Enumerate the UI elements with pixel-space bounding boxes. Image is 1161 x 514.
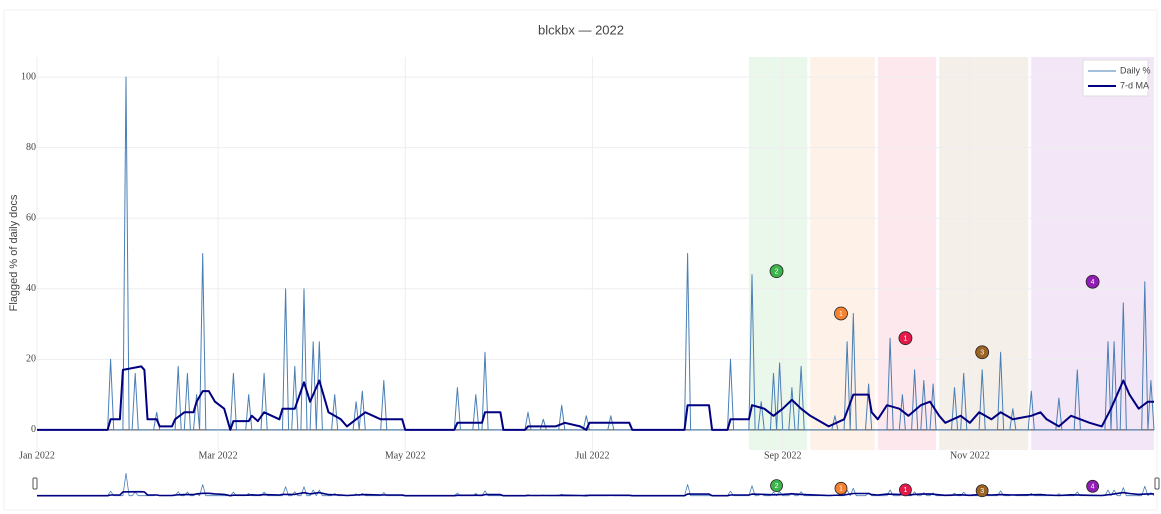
x-tick-label: May 2022 xyxy=(385,450,426,461)
x-tick-label: Sep 2022 xyxy=(764,450,802,461)
y-tick-label: 100 xyxy=(21,71,36,82)
marker-label: 2 xyxy=(775,483,779,490)
highlight-region xyxy=(939,57,1029,450)
marker-label: 1 xyxy=(839,311,843,318)
marker-label: 2 xyxy=(775,268,779,275)
marker xyxy=(975,345,990,360)
highlight-region xyxy=(1031,57,1154,450)
line xyxy=(37,76,1155,431)
slider-handle xyxy=(1154,477,1160,490)
marker xyxy=(1085,274,1100,289)
slider-marker xyxy=(899,483,912,497)
slider-line xyxy=(37,472,1155,497)
highlight-region xyxy=(810,57,875,450)
marker-label: 1 xyxy=(903,336,907,343)
highlight-region xyxy=(877,57,937,450)
chart-title: blckbx — 2022 xyxy=(538,22,624,37)
marker-label: 1 xyxy=(903,487,907,494)
y-tick-label: 60 xyxy=(26,213,36,224)
marker xyxy=(834,306,848,321)
marker-label: 3 xyxy=(980,350,984,357)
marker xyxy=(769,264,784,279)
slider-handle xyxy=(32,477,38,490)
y-tick-label: 20 xyxy=(26,354,36,365)
y-tick-label: 0 xyxy=(31,424,36,435)
marker-label: 3 xyxy=(980,488,984,495)
slider-marker xyxy=(770,479,783,493)
marker-label: 4 xyxy=(1091,484,1095,491)
y-tick-label: 40 xyxy=(26,283,36,294)
line xyxy=(37,365,1154,431)
slider-line xyxy=(37,490,1154,497)
marker-label: 1 xyxy=(839,486,843,493)
marker-label: 4 xyxy=(1091,279,1095,286)
slider-marker xyxy=(975,484,989,498)
x-tick-label: Mar 2022 xyxy=(198,450,237,461)
y-axis-label: Flagged % of daily docs xyxy=(8,194,20,311)
legend-box xyxy=(1082,59,1149,97)
x-tick-label: Jul 2022 xyxy=(575,450,609,461)
slider-marker xyxy=(1086,479,1100,493)
marker xyxy=(898,331,913,346)
x-tick-label: Nov 2022 xyxy=(950,450,990,461)
highlight-region xyxy=(748,57,808,450)
legend-label: Daily % xyxy=(1120,65,1151,75)
slider-marker xyxy=(834,481,848,495)
y-tick-label: 80 xyxy=(26,142,36,153)
legend-label: 7-d MA xyxy=(1120,80,1149,90)
x-tick-label: Jan 2022 xyxy=(19,450,55,461)
